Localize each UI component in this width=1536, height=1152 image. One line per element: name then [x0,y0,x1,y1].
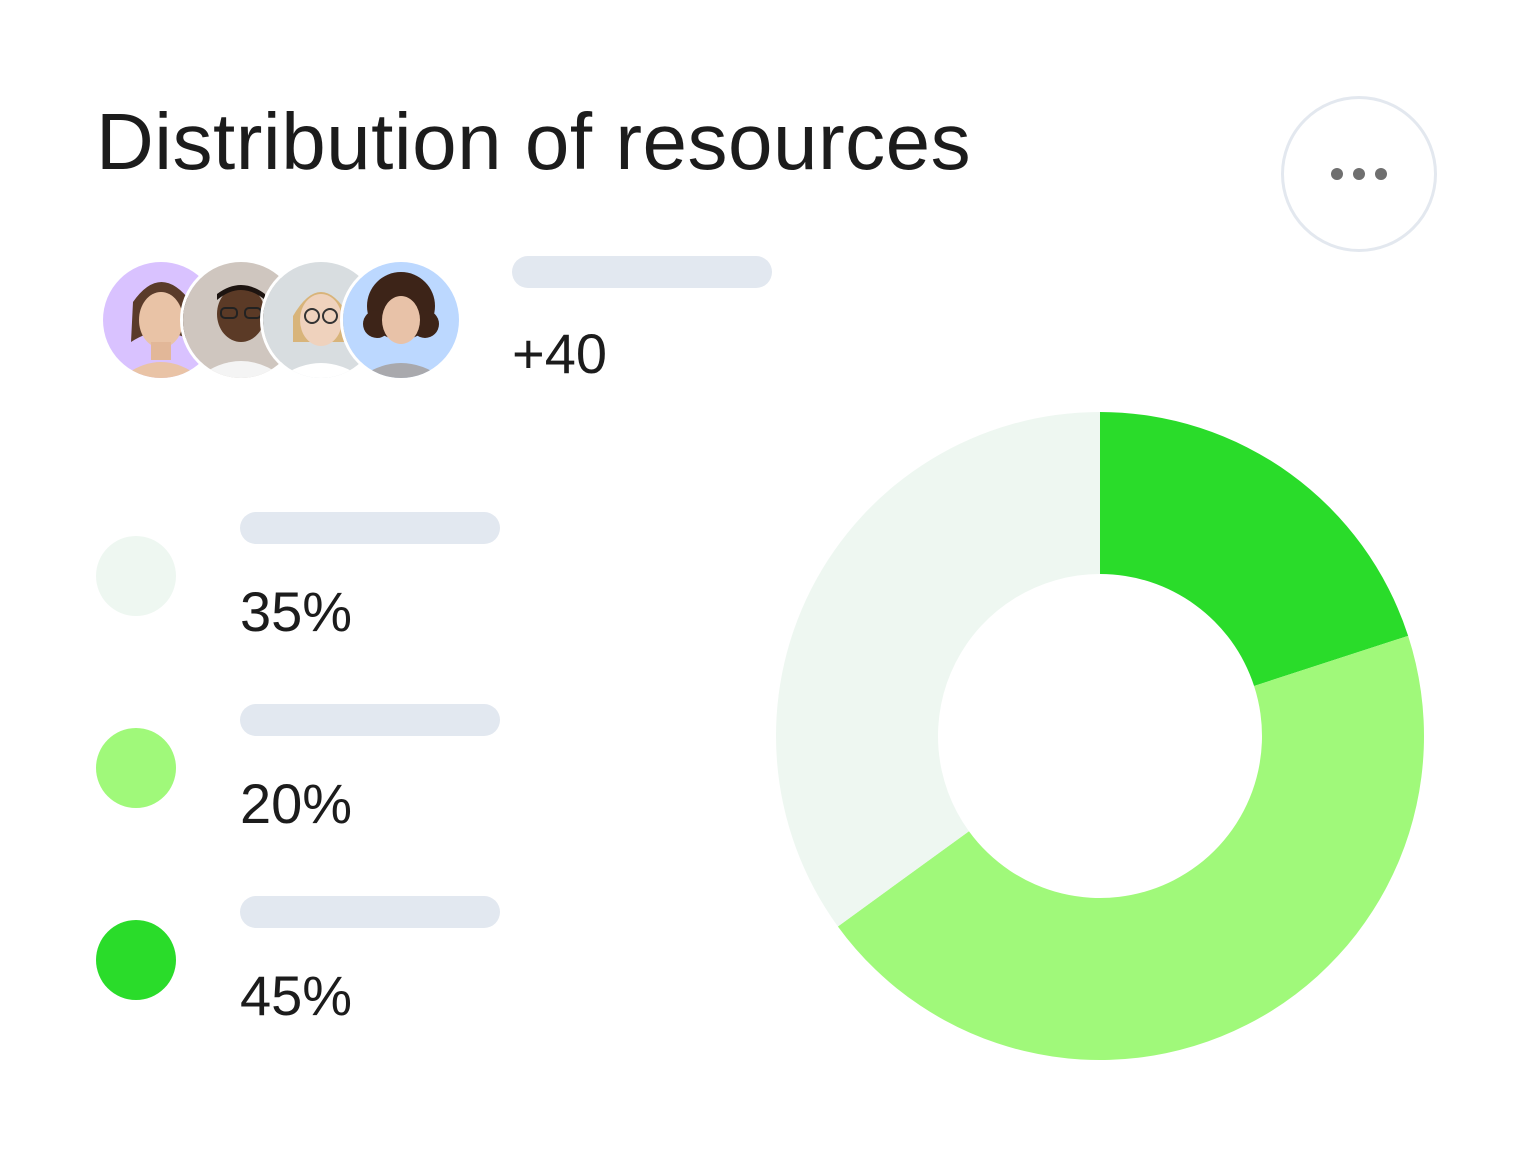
legend-swatch-2 [96,728,176,808]
donut-slice-1[interactable] [1100,412,1409,686]
legend-label-placeholder [240,512,500,544]
more-horizontal-icon-dot [1353,168,1365,180]
more-horizontal-icon [1331,168,1343,180]
legend-label-placeholder [240,704,500,736]
donut-slice-3[interactable] [776,412,1100,927]
more-options-button[interactable] [1281,96,1437,252]
page-title: Distribution of resources [96,97,972,186]
more-horizontal-icon-dot [1375,168,1387,180]
avatar[interactable] [340,259,462,381]
person-icon [343,262,459,378]
legend-swatch-1 [96,536,176,616]
avatar-group[interactable] [100,259,464,381]
legend-swatch-3 [96,920,176,1000]
donut-chart [776,412,1424,1061]
team-extra-count: +40 [512,322,607,385]
legend-value-1: 35% [240,580,353,643]
donut-slice-2[interactable] [837,635,1424,1061]
legend-label-placeholder [240,896,500,928]
legend-value-3: 45% [240,964,353,1027]
name-placeholder [512,256,772,288]
legend-value-2: 20% [240,772,353,835]
